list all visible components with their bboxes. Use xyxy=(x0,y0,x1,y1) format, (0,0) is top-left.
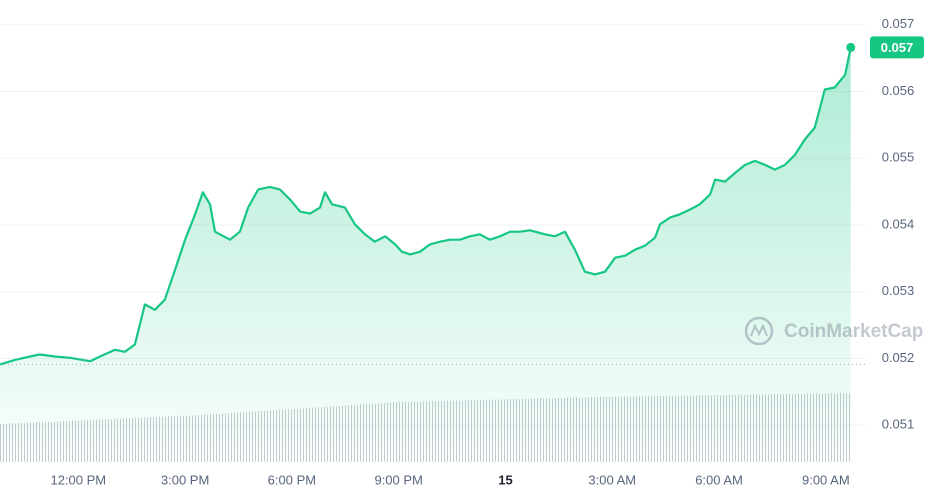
y-tick-label: 0.051 xyxy=(882,417,915,432)
y-tick-label: 0.052 xyxy=(882,350,915,365)
x-tick-label: 12:00 PM xyxy=(50,472,106,487)
last-point xyxy=(846,42,856,52)
x-tick-label: 3:00 PM xyxy=(161,472,209,487)
x-tick-label: 15 xyxy=(498,472,512,487)
y-tick-label: 0.056 xyxy=(882,83,915,98)
y-tick-label: 0.055 xyxy=(882,150,915,165)
plot xyxy=(0,42,865,463)
x-tick-label: 6:00 PM xyxy=(268,472,316,487)
y-tick-label: 0.057 xyxy=(882,16,915,31)
last-price-badge xyxy=(870,36,924,59)
watermark-text: CoinMarketCap xyxy=(784,321,923,342)
area-fill xyxy=(0,47,851,463)
x-tick-label: 6:00 AM xyxy=(695,472,743,487)
y-tick-label: 0.053 xyxy=(882,283,915,298)
last-price-label: 0.057 xyxy=(881,40,914,55)
y-tick-label: 0.054 xyxy=(882,216,915,231)
price-line xyxy=(0,47,852,366)
axes: 0.051 0.052 0.053 0.054 0.055 0.056 0.057 12:00… xyxy=(50,16,924,487)
watermark: CoinMarketCap xyxy=(744,316,923,346)
x-tick-label: 9:00 PM xyxy=(374,472,422,487)
x-tick-label: 9:00 AM xyxy=(802,472,850,487)
x-tick-label: 3:00 AM xyxy=(588,472,636,487)
